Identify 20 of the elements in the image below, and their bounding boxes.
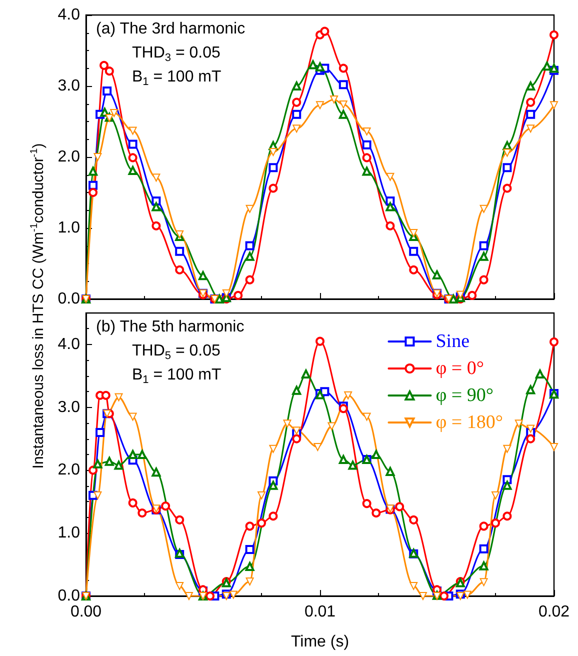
y-tick-label: 0.0 xyxy=(58,290,80,308)
legend-label: φ = 180° xyxy=(436,412,503,433)
y-tick-label: 0.0 xyxy=(58,588,80,604)
annotation: (a) The 3rd harmonic xyxy=(96,20,246,38)
x-tick-label: 0.01 xyxy=(304,604,336,620)
y-tick-label: 2.0 xyxy=(58,148,80,166)
legend-label: Sine xyxy=(436,331,470,352)
y-tick-label: 2.0 xyxy=(58,462,80,479)
x-axis-title: Time (s) xyxy=(290,634,350,650)
legend-label: φ = 90° xyxy=(436,385,494,406)
legend-label: φ = 0° xyxy=(436,358,484,379)
y-tick-label: 1.0 xyxy=(58,220,80,236)
y-tick-label: 4.0 xyxy=(58,6,80,24)
y-tick-label: 4.0 xyxy=(58,336,80,353)
y-tick-label: 3.0 xyxy=(58,398,80,416)
y-tick-label: 1.0 xyxy=(58,524,80,542)
x-tick-label: 0.00 xyxy=(70,604,102,620)
y-tick-label: 3.0 xyxy=(58,78,80,94)
x-tick-label: 0.02 xyxy=(538,604,570,620)
annotation: (b) The 5th harmonic xyxy=(96,318,244,336)
